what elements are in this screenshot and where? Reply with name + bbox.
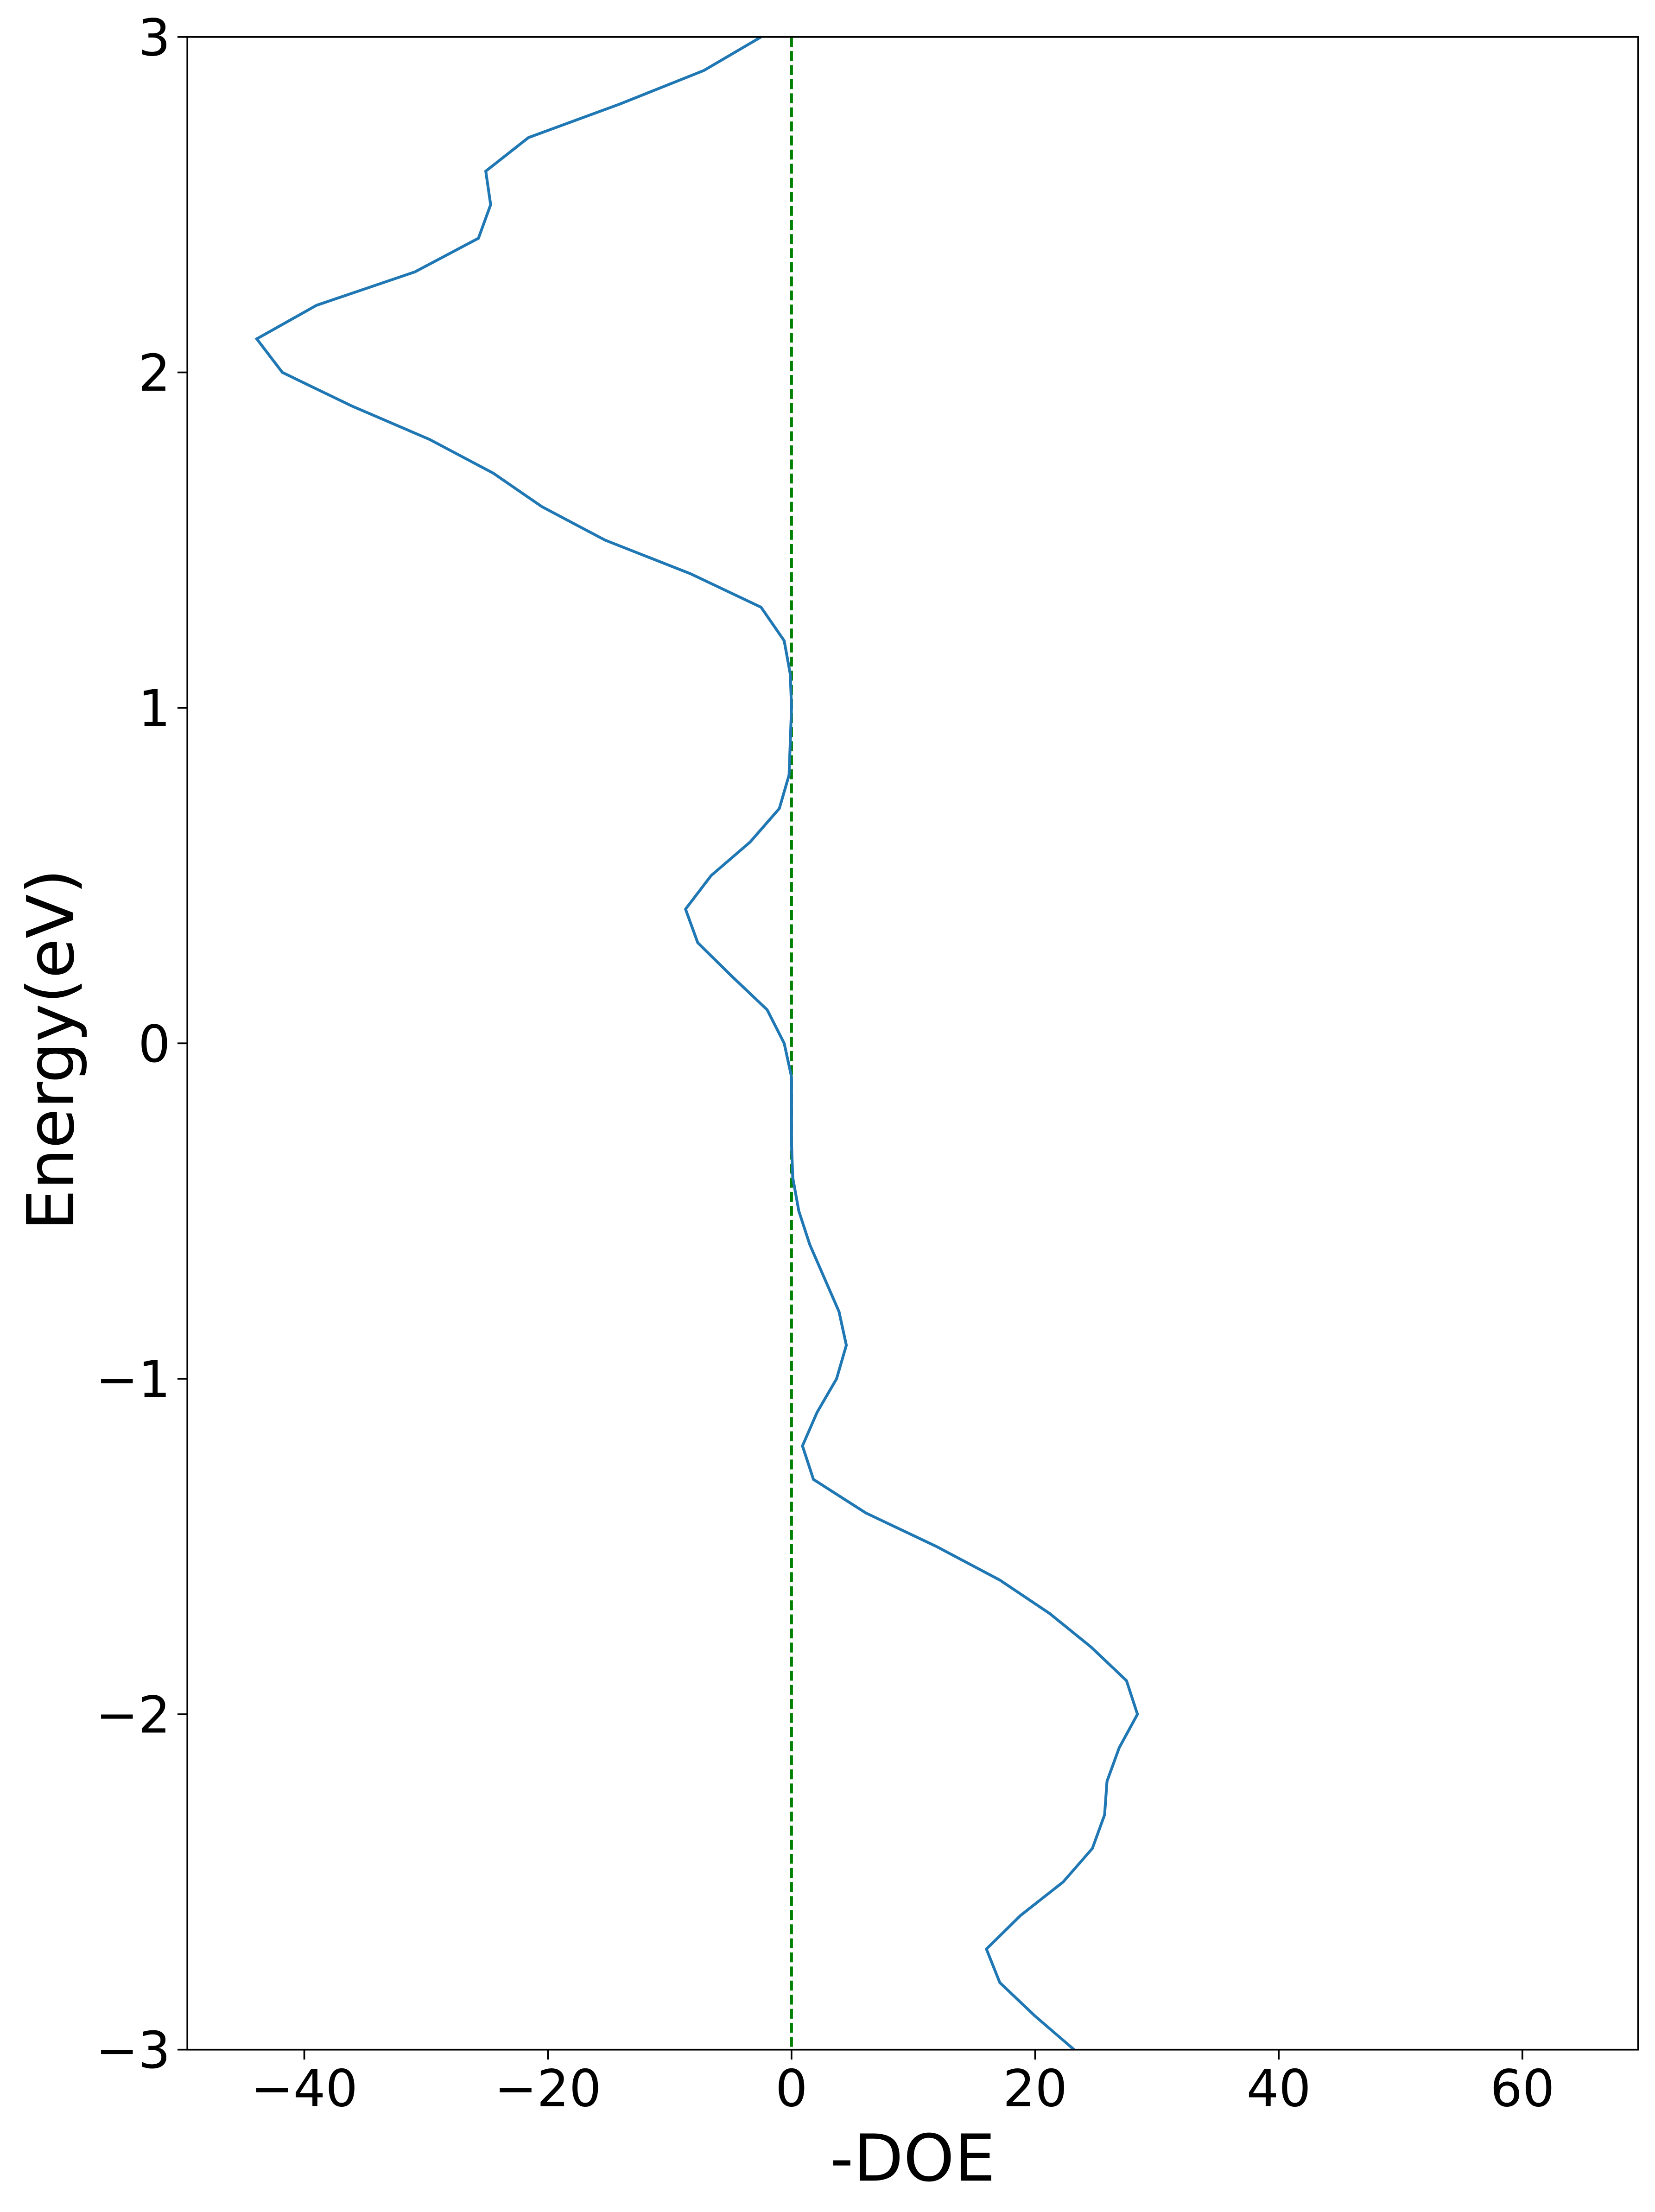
y-axis-label: Energy(eV) xyxy=(13,869,89,1230)
y-tick-label: 0 xyxy=(138,1014,171,1074)
x-tick-label: 20 xyxy=(1003,2059,1067,2118)
y-tick-label: 2 xyxy=(138,343,171,403)
x-tick-label: 0 xyxy=(775,2059,808,2118)
x-tick-label: 60 xyxy=(1490,2059,1554,2118)
y-tick-label: 1 xyxy=(138,679,171,738)
x-tick-label: −40 xyxy=(251,2059,358,2118)
x-tick-label: −20 xyxy=(495,2059,602,2118)
y-tick-label: 3 xyxy=(138,8,171,67)
plot-frame xyxy=(186,36,1639,2051)
y-tick-label: −1 xyxy=(95,1350,170,1409)
data-line xyxy=(254,36,1139,2051)
y-tick-label: −2 xyxy=(95,1685,170,1744)
x-axis-label: -DOE xyxy=(830,2120,995,2196)
y-tick-label: −3 xyxy=(95,2021,170,2080)
x-tick-label: 40 xyxy=(1247,2059,1311,2118)
